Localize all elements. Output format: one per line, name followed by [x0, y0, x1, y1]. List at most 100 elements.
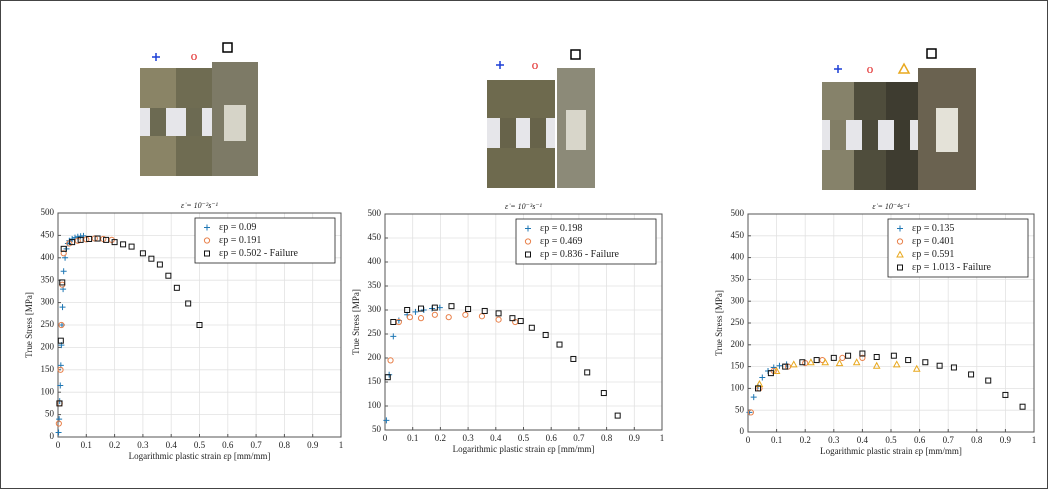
- point: [517, 318, 524, 325]
- point: [418, 305, 425, 312]
- legend-label: εp = 0.836 - Failure: [540, 249, 620, 260]
- legend-marker: [525, 225, 531, 232]
- point: [139, 250, 146, 257]
- point: [165, 272, 172, 279]
- point: [111, 239, 118, 246]
- x-tick-label: 0.7: [573, 433, 585, 443]
- point: [196, 322, 203, 328]
- x-tick-label: 0.9: [1000, 435, 1012, 445]
- point: [60, 245, 67, 252]
- photo: [224, 105, 246, 141]
- point: [747, 409, 754, 416]
- point: [77, 236, 84, 243]
- point: [412, 308, 419, 315]
- legend-marker: [524, 238, 532, 245]
- point: [120, 241, 127, 248]
- point: [156, 261, 163, 268]
- point: [950, 364, 957, 371]
- x-tick-label: 0.4: [857, 435, 869, 445]
- x-tick-label: 0.9: [307, 440, 319, 450]
- x-tick-label: 0.8: [279, 440, 291, 450]
- legend-marker: [203, 237, 211, 244]
- y-tick-label: 200: [41, 341, 55, 351]
- point: [465, 306, 472, 313]
- x-tick-label: 0: [383, 433, 388, 443]
- point: [94, 235, 101, 242]
- point: [59, 304, 66, 311]
- point: [57, 366, 64, 373]
- chart-title: ε̇ = 10⁻²s⁻¹: [181, 201, 219, 210]
- y-tick-label: 450: [41, 229, 55, 239]
- y-tick-label: 50: [372, 424, 382, 434]
- y-tick-label: 350: [368, 280, 382, 290]
- point: [55, 420, 62, 427]
- point: [60, 268, 67, 275]
- y-tick-label: 50: [735, 404, 745, 414]
- point: [495, 310, 502, 317]
- x-tick-label: 0.3: [462, 433, 474, 443]
- y-tick-label: 350: [41, 274, 55, 284]
- axes-frame: [384, 213, 663, 431]
- point: [406, 314, 414, 321]
- point: [528, 324, 535, 331]
- symbol-square: [570, 49, 581, 60]
- point: [835, 359, 844, 367]
- symbol-plus: [834, 65, 842, 73]
- y-tick-label: 100: [731, 382, 745, 392]
- y-tick-label: 0: [740, 426, 745, 436]
- point: [1002, 391, 1009, 398]
- y-axis-label: True Stress [MPa]: [714, 290, 724, 356]
- point: [148, 255, 155, 262]
- x-tick-label: 1: [339, 440, 344, 450]
- x-tick-label: 0.2: [435, 433, 446, 443]
- point: [128, 243, 135, 250]
- point: [845, 352, 852, 359]
- point: [542, 331, 549, 338]
- x-tick-label: 0.1: [407, 433, 418, 443]
- point: [750, 394, 757, 401]
- point: [922, 359, 929, 366]
- point: [417, 315, 425, 322]
- point: [772, 366, 781, 374]
- y-tick-label: 500: [368, 208, 382, 218]
- symbol-triangle: [897, 62, 911, 74]
- point: [905, 357, 912, 364]
- photo: [500, 118, 516, 148]
- x-tick-label: 0.2: [800, 435, 811, 445]
- legend-label: εp = 0.591: [912, 249, 954, 260]
- y-tick-label: 300: [41, 297, 55, 307]
- symbol-circle: o: [532, 57, 539, 72]
- point: [390, 319, 397, 325]
- y-tick-label: 150: [368, 376, 382, 386]
- y-tick-label: 400: [41, 252, 55, 262]
- photo: [186, 108, 202, 136]
- point: [799, 359, 806, 366]
- y-tick-label: 100: [41, 386, 55, 396]
- x-tick-label: 1: [1032, 435, 1037, 445]
- x-tick-label: 0.3: [137, 440, 149, 450]
- x-tick-label: 1: [660, 433, 665, 443]
- legend-marker: [896, 238, 904, 245]
- point: [614, 412, 621, 419]
- y-axis-label: True Stress [MPa]: [351, 289, 361, 355]
- symbol-plus: [496, 61, 504, 69]
- point: [448, 303, 455, 310]
- y-tick-label: 250: [368, 328, 382, 338]
- legend-box: [194, 217, 336, 264]
- photo: [830, 120, 846, 150]
- point: [445, 314, 452, 321]
- y-axis-label: True Stress [MPa]: [24, 292, 34, 358]
- point: [912, 364, 921, 372]
- point: [185, 300, 192, 307]
- point: [55, 429, 62, 436]
- legend-marker: [897, 264, 903, 271]
- point: [852, 358, 861, 366]
- point: [509, 315, 516, 322]
- legend-box: [515, 218, 657, 265]
- point: [56, 400, 63, 407]
- chart-title: ε̇ = 10⁻⁴s⁻¹: [872, 202, 910, 211]
- y-tick-label: 50: [45, 409, 55, 419]
- photo: [566, 110, 586, 150]
- y-tick-label: 300: [368, 304, 382, 314]
- y-tick-label: 500: [41, 207, 55, 217]
